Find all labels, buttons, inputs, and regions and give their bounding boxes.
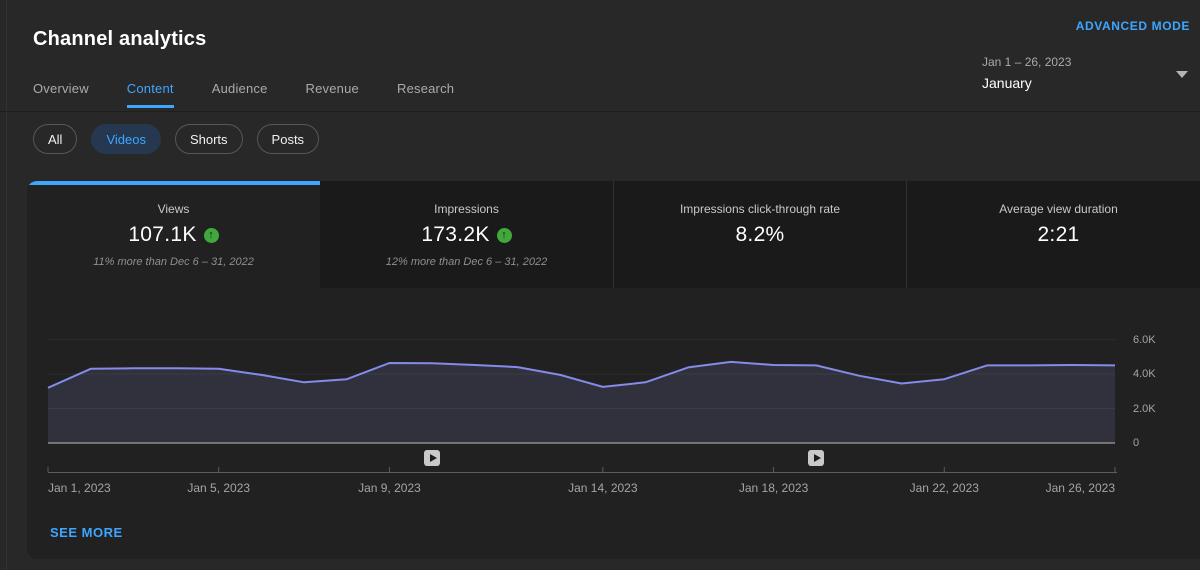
views-chart-hover-area[interactable] xyxy=(48,326,1115,443)
y-axis-label: 0 xyxy=(1133,437,1140,449)
metric-tab-impressions[interactable]: Impressions 173.2K ↑ 12% more than Dec 6… xyxy=(320,181,613,288)
video-publish-marker[interactable] xyxy=(424,450,441,466)
x-axis-label: Jan 22, 2023 xyxy=(909,481,979,495)
x-axis-label: Jan 5, 2023 xyxy=(187,481,251,495)
x-axis-label: Jan 9, 2023 xyxy=(358,481,421,495)
metric-label: Average view duration xyxy=(999,202,1118,216)
header-divider xyxy=(0,111,1200,112)
chevron-down-icon xyxy=(1176,71,1188,78)
metric-tab-avg-view-duration[interactable]: Average view duration 2:21 xyxy=(906,181,1200,288)
page-title: Channel analytics xyxy=(33,28,207,51)
chip-shorts[interactable]: Shorts xyxy=(174,124,243,154)
metric-label: Impressions xyxy=(434,202,499,216)
metric-tabs-row: Views 107.1K ↑ 11% more than Dec 6 – 31,… xyxy=(27,181,1200,288)
play-icon xyxy=(813,454,821,462)
tab-overview[interactable]: Overview xyxy=(33,81,89,96)
metric-delta: 11% more than Dec 6 – 31, 2022 xyxy=(93,256,254,268)
x-axis-label: Jan 14, 2023 xyxy=(568,481,638,495)
advanced-mode-link[interactable]: ADVANCED MODE xyxy=(1075,19,1190,33)
chip-posts[interactable]: Posts xyxy=(256,124,320,154)
chip-videos[interactable]: Videos xyxy=(91,124,161,154)
metric-tab-ctr[interactable]: Impressions click-through rate 8.2% xyxy=(613,181,906,288)
metric-value: 107.1K xyxy=(128,223,197,246)
tab-revenue[interactable]: Revenue xyxy=(305,81,359,96)
y-axis-label: 4.0K xyxy=(1133,368,1156,380)
play-icon xyxy=(429,454,437,462)
metric-label: Impressions click-through rate xyxy=(679,202,841,216)
date-range-picker[interactable]: Jan 1 – 26, 2023 January xyxy=(982,55,1192,91)
trend-up-icon: ↑ xyxy=(496,227,512,243)
metric-value: 2:21 xyxy=(1037,223,1080,246)
date-period-label: January xyxy=(982,75,1032,91)
metric-value: 173.2K xyxy=(421,223,490,246)
video-publish-marker[interactable] xyxy=(808,450,825,466)
metric-value: 8.2% xyxy=(735,223,785,246)
see-more-link[interactable]: SEE MORE xyxy=(50,525,123,540)
metric-tab-views[interactable]: Views 107.1K ↑ 11% more than Dec 6 – 31,… xyxy=(27,181,320,288)
trend-up-icon: ↑ xyxy=(203,227,219,243)
metric-label: Views xyxy=(157,202,190,216)
chip-all[interactable]: All xyxy=(33,124,78,154)
tab-audience[interactable]: Audience xyxy=(211,81,268,96)
x-axis-label: Jan 1, 2023 xyxy=(48,481,111,495)
y-axis-label: 6.0K xyxy=(1133,333,1156,346)
date-range-label: Jan 1 – 26, 2023 xyxy=(982,55,1072,69)
tab-content[interactable]: Content xyxy=(126,81,174,108)
analytics-nav-tabs: Overview Content Audience Revenue Resear… xyxy=(33,81,454,108)
content-filter-chips: All Videos Shorts Posts xyxy=(33,124,320,154)
metric-delta: 12% more than Dec 6 – 31, 2022 xyxy=(385,256,548,268)
left-edge-divider xyxy=(6,0,7,570)
tab-research[interactable]: Research xyxy=(396,81,455,96)
y-axis-label: 2.0K xyxy=(1133,402,1156,415)
x-axis-label: Jan 26, 2023 xyxy=(1045,481,1115,495)
x-axis-label: Jan 18, 2023 xyxy=(738,481,809,495)
